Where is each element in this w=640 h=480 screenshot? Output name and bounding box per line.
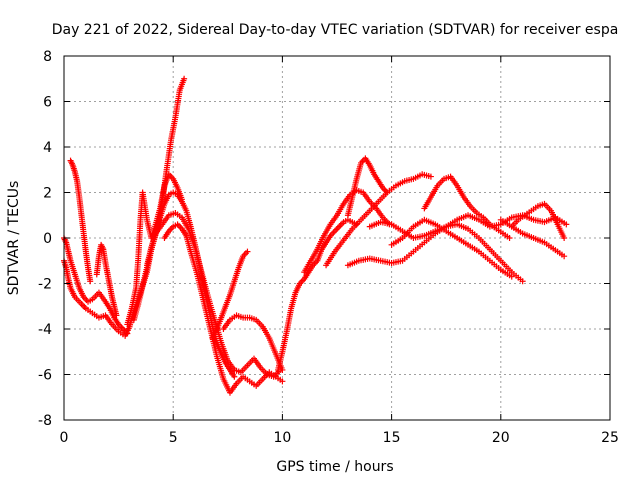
y-tick-label: -8 [38, 413, 52, 429]
y-tick-label: -2 [38, 277, 52, 293]
x-tick-label: 0 [60, 430, 69, 446]
data-point [87, 278, 94, 285]
data-point [561, 253, 568, 260]
data-point [181, 75, 188, 82]
data-series [124, 171, 185, 328]
data-point [353, 221, 360, 228]
data-point [279, 378, 286, 385]
data-point [231, 373, 238, 380]
y-tick-label: 2 [43, 186, 52, 202]
data-point [384, 189, 391, 196]
data-series [344, 155, 391, 219]
data-series [93, 241, 120, 319]
data-point [519, 278, 526, 285]
x-tick-label: 10 [273, 430, 291, 446]
x-tick-label: 15 [383, 430, 401, 446]
data-series [323, 171, 434, 269]
data-points [61, 75, 570, 396]
gridlines [64, 56, 610, 420]
data-point [113, 312, 120, 319]
data-series [497, 216, 568, 260]
data-point [506, 235, 513, 241]
data-series [421, 173, 513, 241]
data-point [427, 173, 434, 180]
data-series [301, 187, 393, 276]
x-tick-label: 25 [601, 430, 619, 446]
data-point [563, 221, 570, 228]
data-series [67, 157, 94, 285]
axis-ticks: 0 5 10 15 20 25 -8 -6 -4 -2 0 2 4 6 8 [38, 49, 619, 446]
data-series [275, 216, 360, 373]
x-axis-label: GPS time / hours [276, 459, 393, 475]
y-tick-label: 4 [43, 140, 52, 156]
y-axis-label: SDTVAR / TECUs [6, 181, 22, 296]
y-tick-label: -6 [38, 368, 52, 384]
x-tick-label: 20 [492, 430, 510, 446]
y-tick-label: -4 [38, 322, 52, 338]
y-tick-label: 8 [43, 49, 52, 65]
data-point [124, 330, 131, 337]
chart-title: Day 221 of 2022, Sidereal Day-to-day VTE… [52, 22, 619, 38]
data-point [244, 248, 251, 255]
data-point [561, 235, 568, 241]
data-point [508, 273, 515, 280]
y-tick-label: 6 [43, 95, 52, 111]
data-series [161, 221, 286, 396]
data-series [209, 248, 251, 342]
x-tick-label: 5 [169, 430, 178, 446]
y-tick-label: 0 [43, 231, 52, 247]
